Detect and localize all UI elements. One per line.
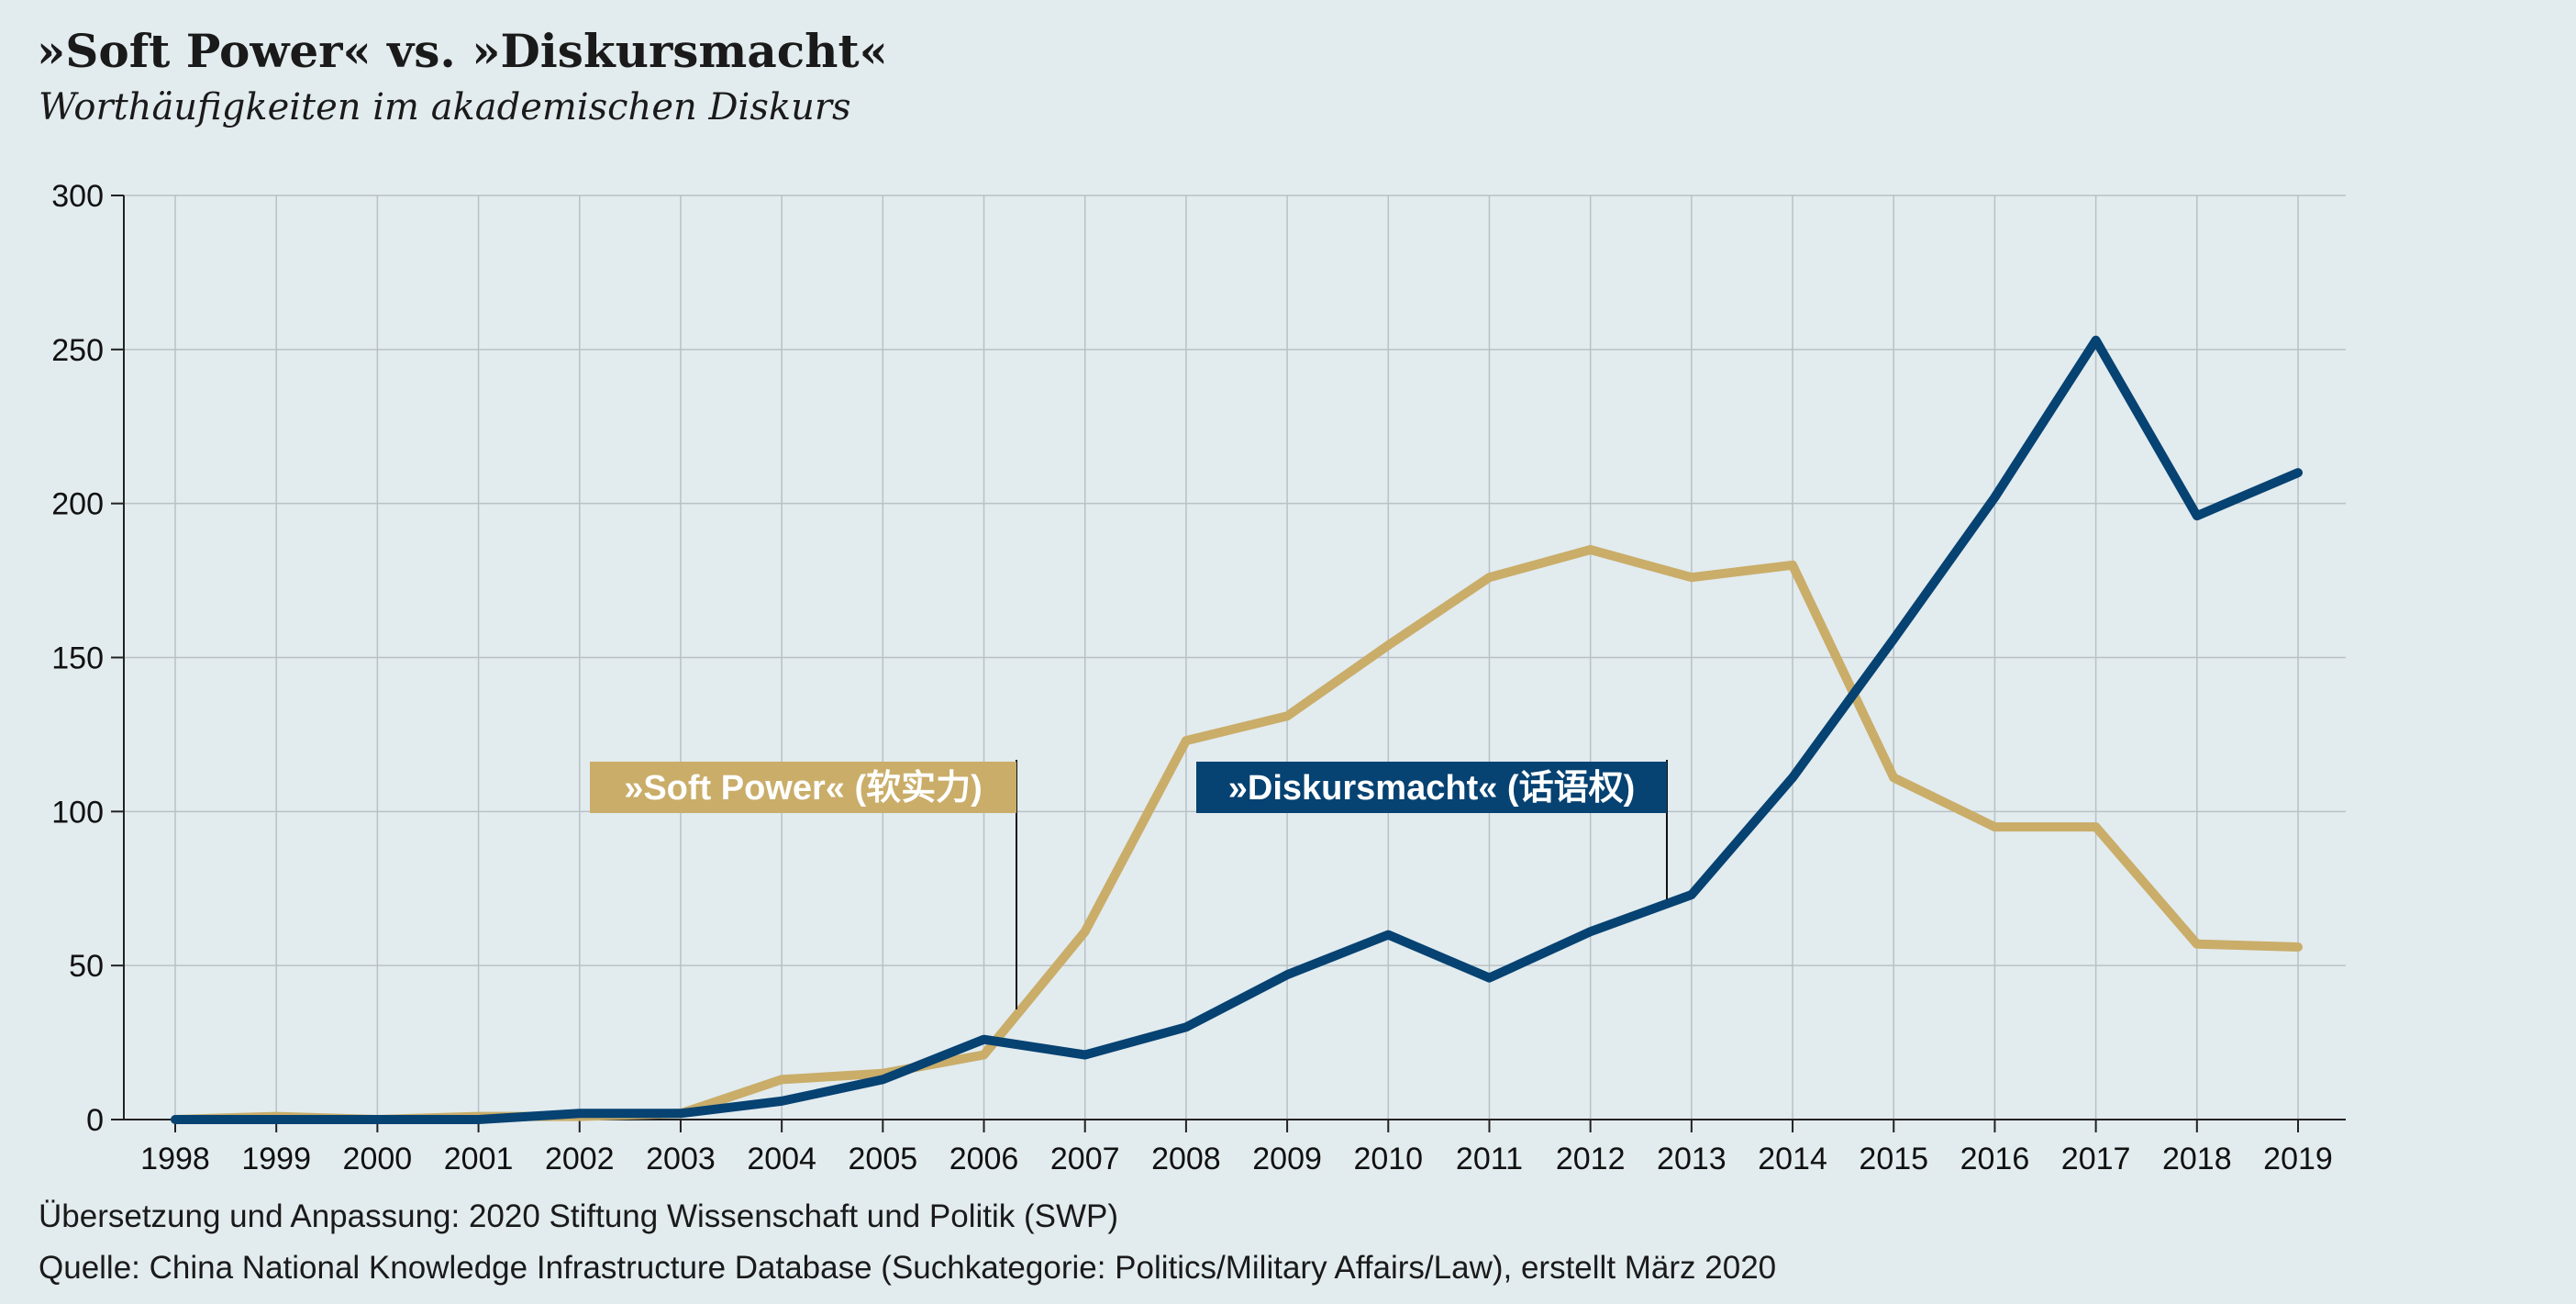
x-tick-label: 2016 bbox=[1960, 1142, 2030, 1176]
y-tick-label: 200 bbox=[51, 487, 104, 522]
x-tick-label: 2010 bbox=[1353, 1142, 1423, 1176]
x-tick-label: 2014 bbox=[1758, 1142, 1827, 1176]
x-tick-label: 2015 bbox=[1859, 1142, 1928, 1176]
x-tick-label: 2004 bbox=[747, 1142, 816, 1176]
x-tick-label: 1999 bbox=[241, 1142, 311, 1176]
x-tick-label: 2007 bbox=[1050, 1142, 1120, 1176]
x-tick-label: 2012 bbox=[1556, 1142, 1626, 1176]
translation-note: Übersetzung und Anpassung: 2020 Stiftung… bbox=[39, 1198, 1119, 1234]
x-tick-label: 2005 bbox=[849, 1142, 918, 1176]
diskursmacht-label: »Diskursmacht« (话语权) bbox=[1228, 769, 1635, 808]
x-tick-label: 2009 bbox=[1252, 1142, 1322, 1176]
x-tick-label: 2008 bbox=[1151, 1142, 1221, 1176]
x-tick-label: 1998 bbox=[140, 1142, 210, 1176]
x-tick-label: 2001 bbox=[444, 1142, 514, 1176]
chart-title: »Soft Power« vs. »Diskursmacht« bbox=[37, 24, 888, 78]
x-tick-label: 2003 bbox=[646, 1142, 716, 1176]
y-tick-label: 0 bbox=[86, 1103, 104, 1138]
diskursmacht-label-box bbox=[1196, 762, 1667, 813]
x-tick-label: 2019 bbox=[2263, 1142, 2333, 1176]
source-note: Quelle: China National Knowledge Infrast… bbox=[39, 1250, 1777, 1286]
y-tick-label: 100 bbox=[51, 795, 104, 830]
soft-power-label: »Soft Power« (软实力) bbox=[624, 769, 983, 808]
x-tick-label: 2013 bbox=[1657, 1142, 1727, 1176]
x-tick-label: 2017 bbox=[2061, 1142, 2131, 1176]
x-tick-label: 2011 bbox=[1456, 1142, 1523, 1176]
diskursmacht-line bbox=[171, 335, 2303, 1124]
x-tick-label: 2018 bbox=[2162, 1142, 2232, 1176]
chart-subtitle: Worthäufigkeiten im akademischen Diskurs bbox=[39, 86, 851, 128]
x-tick-label: 2002 bbox=[545, 1142, 615, 1176]
y-tick-label: 250 bbox=[51, 333, 104, 368]
soft-power-line bbox=[171, 545, 2303, 1124]
soft-power-label-box bbox=[590, 762, 1016, 813]
y-tick-label: 50 bbox=[69, 949, 104, 984]
x-tick-label: 2000 bbox=[343, 1142, 413, 1176]
y-tick-label: 150 bbox=[51, 641, 104, 676]
x-tick-label: 2006 bbox=[949, 1142, 1019, 1176]
y-tick-label: 300 bbox=[51, 179, 104, 214]
